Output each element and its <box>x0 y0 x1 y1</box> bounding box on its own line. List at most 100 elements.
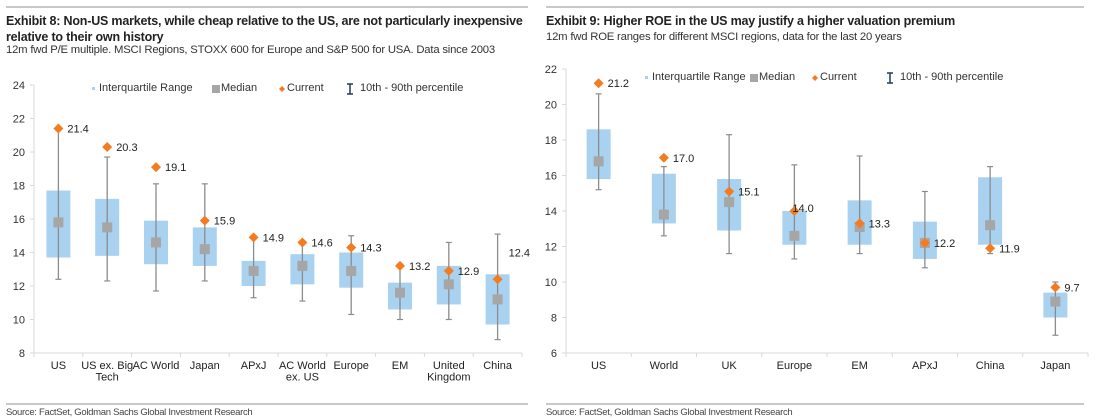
current-value-label: 21.4 <box>67 124 88 136</box>
current-marker <box>593 78 604 89</box>
legend: Interquartile Range Median Current 10th - 9… <box>645 71 1003 84</box>
legend-percentile-swatch <box>887 72 893 84</box>
current-marker <box>297 237 308 248</box>
median-marker <box>789 230 800 241</box>
current-value-label: 19.1 <box>165 162 186 174</box>
current-value-label: 12.4 <box>509 247 530 259</box>
current-marker <box>1050 282 1061 293</box>
median-marker <box>102 222 113 233</box>
source-note: Source: FactSet, Goldman Sachs Global In… <box>546 407 793 418</box>
current-value-label: 12.9 <box>458 266 479 278</box>
median-marker <box>53 217 64 228</box>
y-tick-label: 8 <box>19 348 25 360</box>
current-value-label: 15.1 <box>738 186 759 198</box>
current-value-label: 12.2 <box>934 238 955 250</box>
current-marker <box>151 162 161 173</box>
x-tick-label: ex. US <box>286 372 319 384</box>
legend-median-label: Median <box>759 71 795 83</box>
x-tick-label: China <box>483 360 513 372</box>
legend-median-label: Median <box>221 82 257 94</box>
x-tick-label: US <box>51 360 66 372</box>
current-marker <box>724 186 735 197</box>
legend-current-label: Current <box>820 71 857 83</box>
legend-current-label: Current <box>287 82 324 94</box>
x-tick-label: APxJ <box>912 360 938 372</box>
y-tick-label: 12 <box>13 281 25 293</box>
current-marker <box>199 215 210 226</box>
y-tick-label: 22 <box>13 114 25 126</box>
y-tick-label: 22 <box>545 64 557 76</box>
current-value-label: 11.9 <box>999 243 1020 255</box>
current-value-label: 20.3 <box>116 142 137 154</box>
median-marker <box>724 197 735 208</box>
chart-title: Exhibit 8: Non-US markets, while cheap r… <box>6 14 523 44</box>
current-marker <box>102 141 113 152</box>
x-tick-label: Kingdom <box>427 372 470 384</box>
median-marker <box>248 265 259 276</box>
median-marker <box>492 294 503 305</box>
current-marker <box>346 242 357 253</box>
x-tick-label: EM <box>392 360 409 372</box>
x-tick-label: UK <box>721 360 737 372</box>
x-tick-label: US <box>591 360 606 372</box>
median-marker <box>297 260 308 271</box>
current-value-label: 13.2 <box>409 261 430 273</box>
legend-percentile-label: 10th - 90th percentile <box>900 71 1003 83</box>
median-marker <box>985 220 996 231</box>
legend-median-swatch <box>750 74 758 82</box>
y-tick-label: 24 <box>13 80 25 92</box>
current-value-label: 13.3 <box>869 218 890 230</box>
median-marker <box>395 287 405 298</box>
legend-iqr-swatch <box>92 87 95 90</box>
x-tick-label: Japan <box>1040 360 1070 372</box>
current-value-label: 21.2 <box>608 78 629 90</box>
x-tick-label: World <box>650 360 679 372</box>
x-tick-label: US ex. Big <box>81 360 133 372</box>
x-tick-label: AC World <box>279 360 326 372</box>
y-tick-label: 8 <box>551 313 557 325</box>
current-value-label: 15.9 <box>214 216 235 228</box>
y-tick-label: 18 <box>545 135 557 147</box>
current-value-label: 9.7 <box>1064 282 1079 294</box>
current-value-label: 14.0 <box>792 203 813 215</box>
current-value-label: 17.0 <box>673 153 694 165</box>
y-tick-label: 20 <box>13 147 25 159</box>
x-tick-label: Europe <box>777 360 812 372</box>
median-marker <box>593 156 604 167</box>
y-tick-label: 18 <box>13 181 25 193</box>
legend-iqr-label: Interquartile Range <box>652 71 746 83</box>
x-tick-label: Europe <box>333 360 368 372</box>
exhibit-9-chart: 6 8 10 12 14 16 18 20 22 US World UK Europe EM APxJ Chi… <box>545 64 1089 372</box>
top-divider <box>6 6 528 8</box>
legend-percentile-label: 10th - 90th percentile <box>360 82 463 94</box>
bottom-divider <box>546 403 1084 405</box>
y-tick-label: 6 <box>551 348 557 360</box>
x-tick-label: United <box>433 360 465 372</box>
x-tick-label: Tech <box>96 372 119 384</box>
chart-subtitle: 12m fwd P/E multiple. MSCI Regions, STOX… <box>6 44 495 56</box>
y-tick-label: 16 <box>13 214 25 226</box>
y-tick-label: 10 <box>13 315 25 327</box>
legend-current-swatch <box>279 86 285 92</box>
current-marker <box>919 237 930 248</box>
x-tick-label: EM <box>851 360 868 372</box>
y-tick-label: 20 <box>545 100 557 112</box>
current-marker <box>789 206 800 216</box>
y-tick-label: 16 <box>545 171 557 183</box>
legend-percentile-swatch <box>347 83 353 95</box>
median-marker <box>658 209 669 220</box>
current-marker <box>658 152 669 163</box>
exhibit-9-panel: Exhibit 9: Higher ROE in the US may just… <box>540 0 1096 419</box>
legend-iqr-label: Interquartile Range <box>99 82 193 94</box>
current-marker <box>985 243 996 254</box>
current-marker <box>395 260 405 271</box>
current-value-label: 14.9 <box>263 232 284 244</box>
median-marker <box>1050 296 1061 307</box>
bottom-divider <box>6 403 528 405</box>
x-tick-label: APxJ <box>241 360 267 372</box>
source-note: Source: FactSet, Goldman Sachs Global In… <box>6 407 253 418</box>
legend-iqr-swatch <box>645 76 648 79</box>
exhibit-8-panel: Exhibit 8: Non-US markets, while cheap r… <box>0 0 540 419</box>
legend-current-swatch <box>812 75 818 81</box>
current-marker <box>492 274 503 285</box>
